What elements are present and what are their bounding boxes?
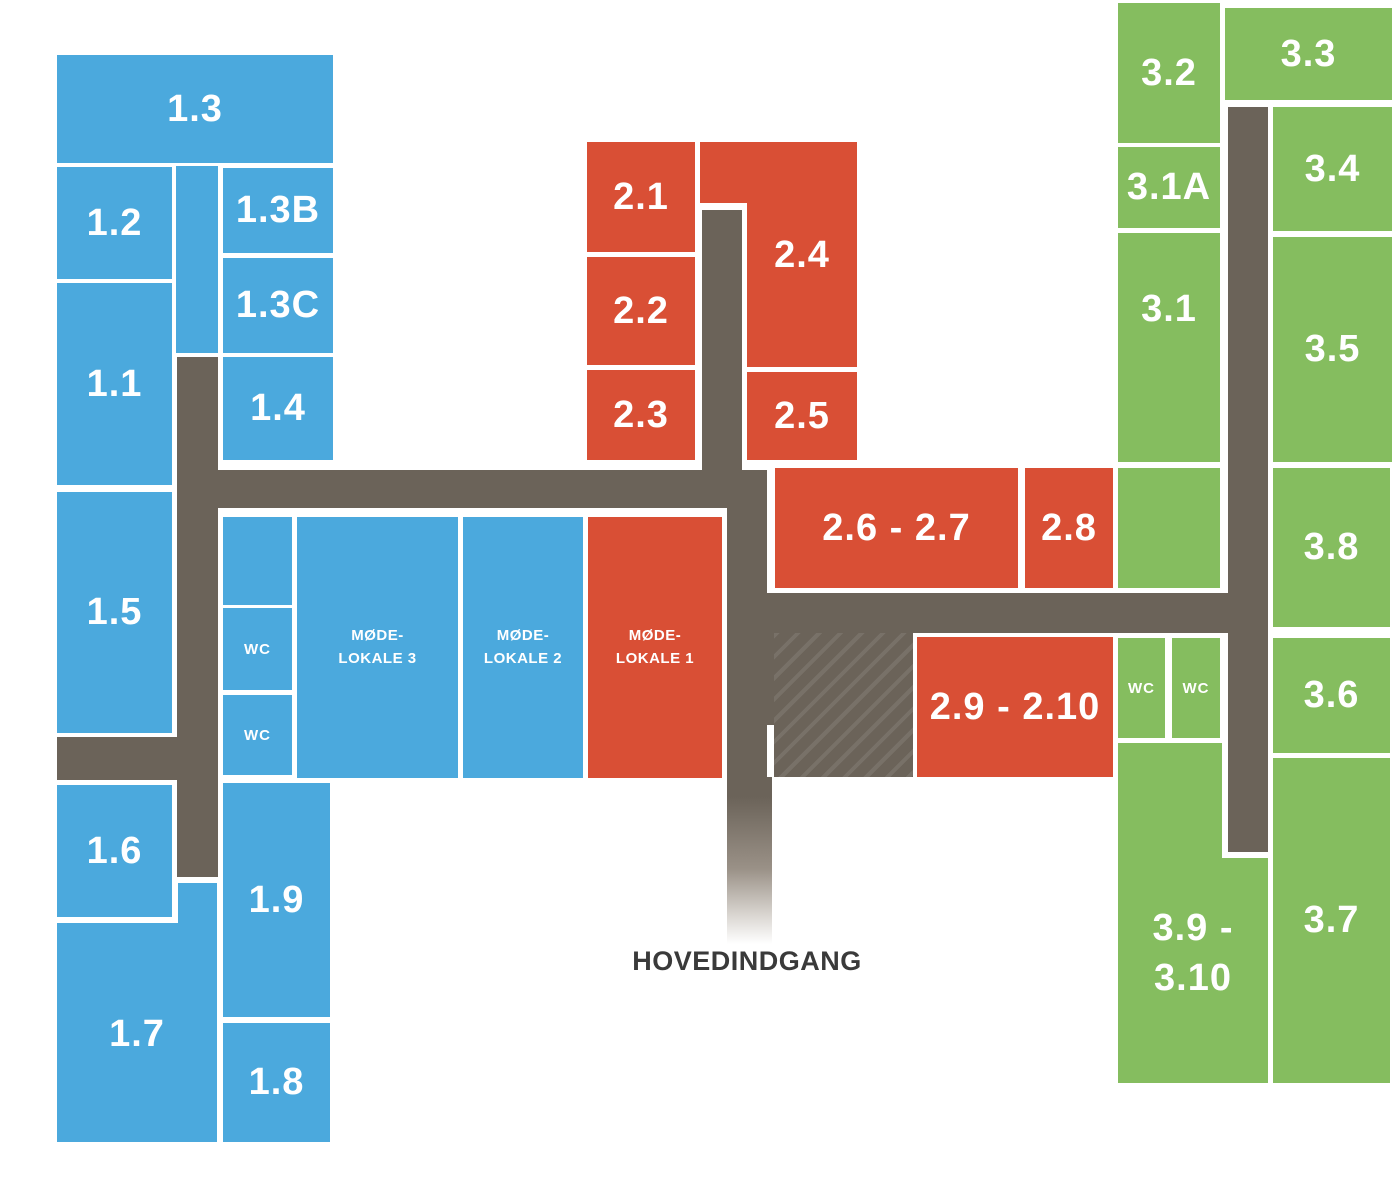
meeting-room-label-line1: MØDE- xyxy=(628,627,682,644)
room-label: 3.8 xyxy=(1303,526,1360,568)
room-label: 1.1 xyxy=(86,362,143,405)
room-label: 3.2 xyxy=(1141,51,1197,94)
room-label: 2.1 xyxy=(613,175,669,218)
meeting-room-label-line2: LOKALE 1 xyxy=(615,649,695,667)
room-label: 1.3C xyxy=(235,284,321,326)
room-3-4: 3.4 xyxy=(1273,107,1392,231)
wc-label: WC xyxy=(244,726,271,744)
meeting-room-label-line2: LOKALE 2 xyxy=(483,649,563,667)
room-3-3: 3.3 xyxy=(1225,8,1392,100)
corridor-center-vertical xyxy=(702,210,742,508)
wc-room-left-1: WC xyxy=(223,608,292,690)
room-2-5: 2.5 xyxy=(747,372,857,460)
room-unlabeled-green xyxy=(1118,468,1220,588)
room-1-5: 1.5 xyxy=(57,492,172,733)
room-label: 1.9 xyxy=(248,878,305,921)
room-2-6-2-7: 2.6 - 2.7 xyxy=(775,468,1018,588)
room-label: 3.4 xyxy=(1304,147,1361,190)
room-unlabeled-blue-small xyxy=(223,517,292,605)
corridor-main-horizontal xyxy=(727,593,1267,633)
meeting-room-2: MØDE- LOKALE 2 xyxy=(463,517,583,778)
room-3-6: 3.6 xyxy=(1273,638,1390,753)
room-2-1: 2.1 xyxy=(587,142,695,252)
room-2-8: 2.8 xyxy=(1025,468,1113,588)
room-unlabeled-blue-strip xyxy=(176,166,218,353)
room-3-9-3-10: 3.9 - 3.10 xyxy=(1118,743,1268,1083)
room-label: 1.7 xyxy=(109,1013,165,1055)
room-1-3: 1.3 xyxy=(57,55,333,163)
room-label: 1.2 xyxy=(86,201,143,244)
room-label: 2.5 xyxy=(774,394,830,437)
room-3-1: 3.1 xyxy=(1118,233,1220,462)
room-label: 1.6 xyxy=(86,829,143,872)
meeting-room-label-line1: MØDE- xyxy=(351,627,404,644)
room-1-6: 1.6 xyxy=(57,785,172,917)
room-label: 2.9 - 2.10 xyxy=(929,685,1101,728)
room-3-7: 3.7 xyxy=(1273,758,1390,1083)
entrance-label: HOVEDINDGANG xyxy=(632,946,862,976)
wc-label: WC xyxy=(244,640,271,658)
room-3-1a: 3.1A xyxy=(1118,147,1220,228)
room-2-9-2-10: 2.9 - 2.10 xyxy=(917,637,1113,777)
room-1-1: 1.1 xyxy=(57,283,172,485)
room-label: 2.6 - 2.7 xyxy=(822,506,971,549)
room-label: 3.7 xyxy=(1303,899,1360,941)
entrance-divider-line xyxy=(767,725,774,777)
room-1-4: 1.4 xyxy=(223,357,333,460)
corridor-upper-horizontal xyxy=(177,470,767,508)
room-label: 2.8 xyxy=(1041,506,1097,549)
wc-room-right-2: WC xyxy=(1172,638,1220,738)
room-label: 3.5 xyxy=(1304,328,1361,370)
meeting-room-3: MØDE- LOKALE 3 xyxy=(297,517,458,778)
room-label: 2.4 xyxy=(774,234,830,276)
entrance-walkway xyxy=(727,777,772,944)
corridor-left-arm xyxy=(57,737,177,780)
room-1-3b: 1.3B xyxy=(223,168,333,253)
room-label: 1.3 xyxy=(167,87,223,130)
room-label: 3.3 xyxy=(1280,32,1337,75)
room-1-8: 1.8 xyxy=(223,1023,330,1142)
room-3-8: 3.8 xyxy=(1273,468,1390,627)
room-label: 3.1 xyxy=(1141,288,1197,330)
wc-label: WC xyxy=(1182,679,1210,697)
room-label: 1.5 xyxy=(86,591,143,633)
room-3-2: 3.2 xyxy=(1118,3,1220,143)
corridor-left-vertical xyxy=(177,357,218,877)
corridor-entrance-block xyxy=(727,633,913,777)
meeting-room-label-line1: MØDE- xyxy=(496,627,550,644)
room-1-7: 1.7 xyxy=(57,883,217,1142)
room-2-2: 2.2 xyxy=(587,257,695,365)
meeting-room-1: MØDE- LOKALE 1 xyxy=(588,517,722,778)
wc-room-right-1: WC xyxy=(1118,638,1165,738)
room-label: 1.4 xyxy=(250,387,306,429)
meeting-room-label-line2: LOKALE 3 xyxy=(338,649,417,667)
room-2-3: 2.3 xyxy=(587,370,695,460)
room-label: 2.3 xyxy=(613,393,669,436)
room-label: 3.9 - 3.10 xyxy=(1152,907,1234,1000)
room-label: 1.8 xyxy=(248,1061,305,1103)
room-label: 2.2 xyxy=(613,289,669,332)
corridor-right-vertical xyxy=(1228,107,1268,852)
wc-room-left-2: WC xyxy=(223,695,292,775)
room-3-5: 3.5 xyxy=(1273,237,1392,462)
room-1-9: 1.9 xyxy=(223,783,330,1017)
room-1-3c: 1.3C xyxy=(223,258,333,353)
room-1-2: 1.2 xyxy=(57,167,172,279)
room-label: 3.1A xyxy=(1126,166,1212,208)
wc-label: WC xyxy=(1128,679,1155,697)
hatched-area xyxy=(774,633,913,777)
room-label: 3.6 xyxy=(1303,674,1360,716)
room-label: 1.3B xyxy=(235,189,321,231)
